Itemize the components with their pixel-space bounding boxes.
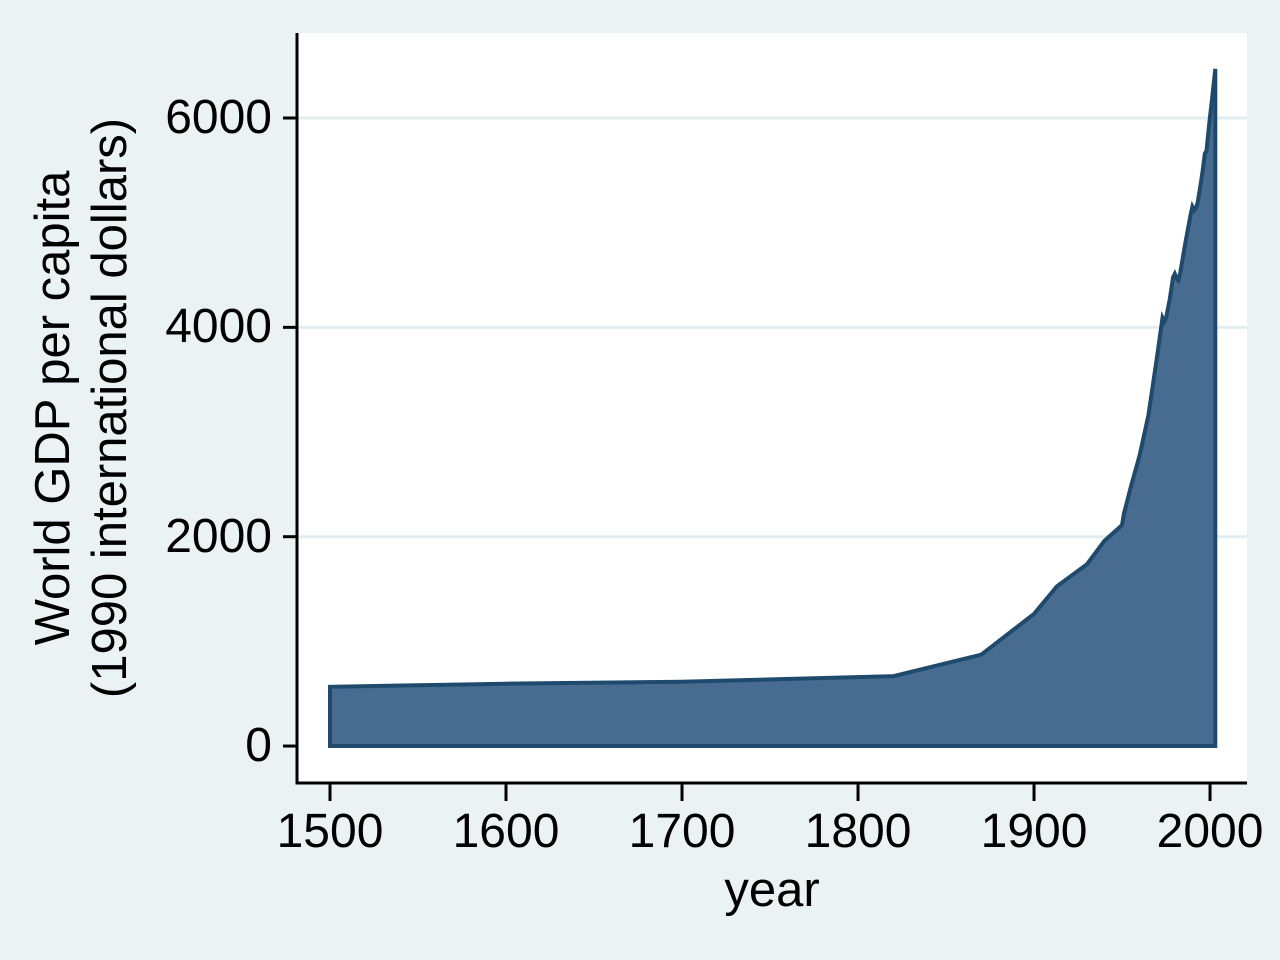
x-axis-title: year [724, 863, 820, 917]
x-tick-label-1500: 1500 [276, 805, 384, 858]
y-tick-label-2000: 2000 [165, 509, 272, 563]
y-tick-label-6000: 6000 [165, 90, 272, 144]
y-tick-label-4000: 4000 [165, 300, 272, 354]
x-tick-label-1800: 1800 [804, 805, 912, 858]
x-tick-label-1600: 1600 [452, 805, 560, 858]
y-axis-title-line-2: (1990 international dollars) [83, 117, 137, 699]
x-tick-label-1900: 1900 [980, 805, 1088, 858]
y-tick-label-0: 0 [245, 719, 272, 773]
y-axis-title-line-1: World GDP per capita [26, 170, 80, 646]
x-tick-label-1700: 1700 [628, 805, 736, 858]
x-tick-label-2000: 2000 [1156, 805, 1264, 858]
y-axis-title: World GDP per capita (1990 international … [25, 33, 139, 783]
gdp-area-series [328, 68, 1218, 748]
